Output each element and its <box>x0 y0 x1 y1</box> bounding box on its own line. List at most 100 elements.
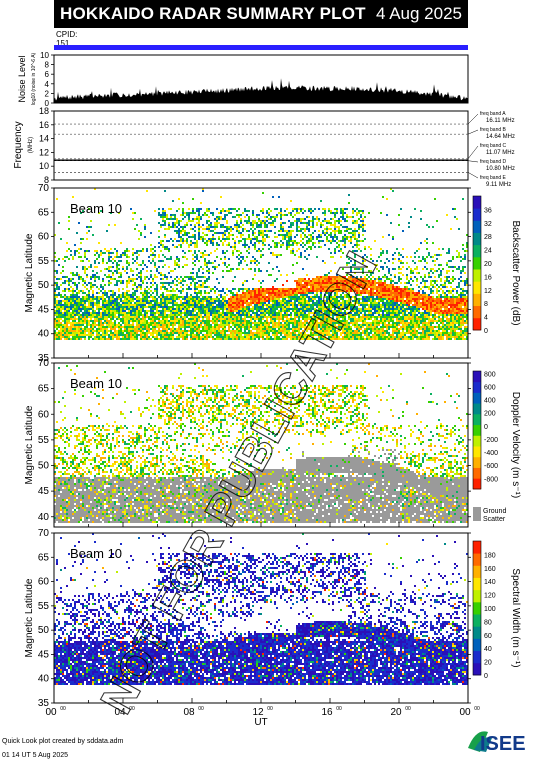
heatmap-cell <box>162 332 164 334</box>
freq-band-pointer <box>468 172 478 178</box>
heatmap-cell <box>184 326 186 328</box>
heatmap-cell <box>178 306 180 308</box>
heatmap-cell <box>130 302 132 304</box>
heatmap-cell <box>100 254 102 256</box>
heatmap-cell <box>156 318 158 320</box>
heatmap-cell <box>96 302 98 304</box>
heatmap-cell <box>140 334 142 336</box>
heatmap-cell <box>158 324 160 326</box>
heatmap-cell <box>164 302 166 304</box>
heatmap-cell <box>56 306 58 308</box>
heatmap-cell <box>172 314 174 316</box>
heatmap-cell <box>186 288 188 290</box>
heatmap-cell <box>118 332 120 334</box>
heatmap-cell <box>150 300 152 302</box>
heatmap-cell <box>134 316 136 318</box>
heatmap-cell <box>126 312 128 314</box>
heatmap-cell <box>186 212 188 214</box>
heatmap-cell <box>180 244 182 246</box>
heatmap-cell <box>184 264 186 266</box>
heatmap-cell <box>128 296 130 298</box>
heatmap-cell <box>174 284 176 286</box>
heatmap-cell <box>78 298 80 300</box>
heatmap-cell <box>116 252 118 254</box>
heatmap-cell <box>164 316 166 318</box>
heatmap-cell <box>104 332 106 334</box>
heatmap-cell <box>144 328 146 330</box>
heatmap-cell <box>124 310 126 312</box>
heatmap-cell <box>86 316 88 318</box>
heatmap-cell <box>60 332 62 334</box>
heatmap-cell <box>138 272 140 274</box>
heatmap-cell <box>92 316 94 318</box>
heatmap-cell <box>158 296 160 298</box>
heatmap-cell <box>68 220 70 222</box>
heatmap-cell <box>180 332 182 334</box>
heatmap-cell <box>122 280 124 282</box>
heatmap-cell <box>114 256 116 258</box>
heatmap-cell <box>160 242 162 244</box>
heatmap-cell <box>150 276 152 278</box>
heatmap-cell <box>56 320 58 322</box>
heatmap-cell <box>70 250 72 252</box>
heatmap-cell <box>70 254 72 256</box>
heatmap-cell <box>68 298 70 300</box>
heatmap-cell <box>96 312 98 314</box>
heatmap-cell <box>98 320 100 322</box>
heatmap-cell <box>88 282 90 284</box>
heatmap-cell <box>144 278 146 280</box>
heatmap-cell <box>94 254 96 256</box>
heatmap-cell <box>94 260 96 262</box>
heatmap-cell <box>156 288 158 290</box>
heatmap-cell <box>58 338 60 340</box>
heatmap-cell <box>178 310 180 312</box>
heatmap-cell <box>98 308 100 310</box>
heatmap-cell <box>132 296 134 298</box>
heatmap-cell <box>104 328 106 330</box>
heatmap-cell <box>80 336 82 338</box>
heatmap-cell <box>68 280 70 282</box>
heatmap-cell <box>76 274 78 276</box>
heatmap-cell <box>130 314 132 316</box>
heatmap-cell <box>184 338 186 340</box>
heatmap-cell <box>108 334 110 336</box>
heatmap-cell <box>94 278 96 280</box>
heatmap-cell <box>140 304 142 306</box>
heatmap-cell <box>124 306 126 308</box>
heatmap-cell <box>98 304 100 306</box>
heatmap-cell <box>168 240 170 242</box>
heatmap-cell <box>182 304 184 306</box>
heatmap-cell <box>166 310 168 312</box>
heatmap-cell <box>86 310 88 312</box>
heatmap-cell <box>82 308 84 310</box>
heatmap-cell <box>164 248 166 250</box>
heatmap-cell <box>174 318 176 320</box>
heatmap-cell <box>74 298 76 300</box>
heatmap-cell <box>74 318 76 320</box>
heatmap-cell <box>56 294 58 296</box>
heatmap-cell <box>160 298 162 300</box>
heatmap-cell <box>176 226 178 228</box>
heatmap-cell <box>138 312 140 314</box>
heatmap-cell <box>190 240 192 242</box>
heatmap-cell <box>150 318 152 320</box>
heatmap-cell <box>190 296 192 298</box>
heatmap-cell <box>76 292 78 294</box>
heatmap-cell <box>156 290 158 292</box>
freq-ylabel-sub: (MHz) <box>28 137 34 153</box>
heatmap-cell <box>80 334 82 336</box>
heatmap-cell <box>56 282 58 284</box>
heatmap-cell <box>120 272 122 274</box>
heatmap-cell <box>56 312 58 314</box>
heatmap-cell <box>76 336 78 338</box>
heatmap-cell <box>92 292 94 294</box>
heatmap-cell <box>86 300 88 302</box>
heatmap-cell <box>120 312 122 314</box>
heatmap-cell <box>146 290 148 292</box>
heatmap-cell <box>134 318 136 320</box>
heatmap-cell <box>78 318 80 320</box>
heatmap-cell <box>84 256 86 258</box>
heatmap-cell <box>64 306 66 308</box>
heatmap-cell <box>80 338 82 340</box>
heatmap-cell <box>82 332 84 334</box>
